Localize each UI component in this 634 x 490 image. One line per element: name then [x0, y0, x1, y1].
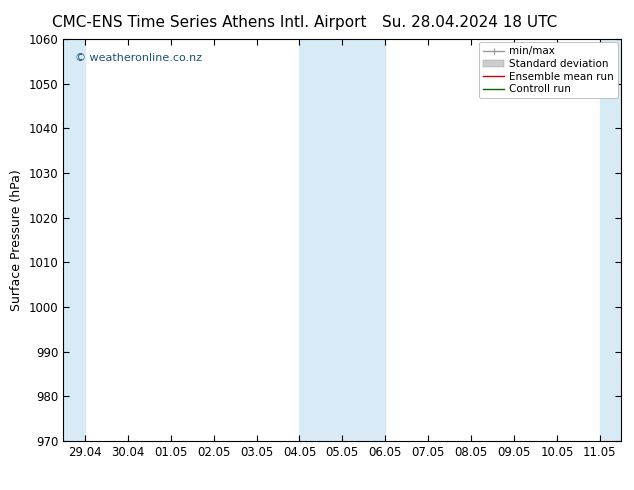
- Text: © weatheronline.co.nz: © weatheronline.co.nz: [75, 53, 202, 63]
- Legend: min/max, Standard deviation, Ensemble mean run, Controll run: min/max, Standard deviation, Ensemble me…: [479, 42, 618, 98]
- Bar: [63, 39, 85, 441]
- Text: CMC-ENS Time Series Athens Intl. Airport: CMC-ENS Time Series Athens Intl. Airport: [52, 15, 366, 30]
- Bar: [299, 39, 385, 441]
- Y-axis label: Surface Pressure (hPa): Surface Pressure (hPa): [10, 169, 23, 311]
- Bar: [600, 39, 634, 441]
- Text: Su. 28.04.2024 18 UTC: Su. 28.04.2024 18 UTC: [382, 15, 557, 30]
